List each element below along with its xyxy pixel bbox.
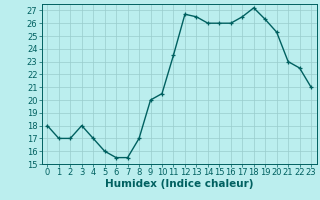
X-axis label: Humidex (Indice chaleur): Humidex (Indice chaleur) <box>105 179 253 189</box>
